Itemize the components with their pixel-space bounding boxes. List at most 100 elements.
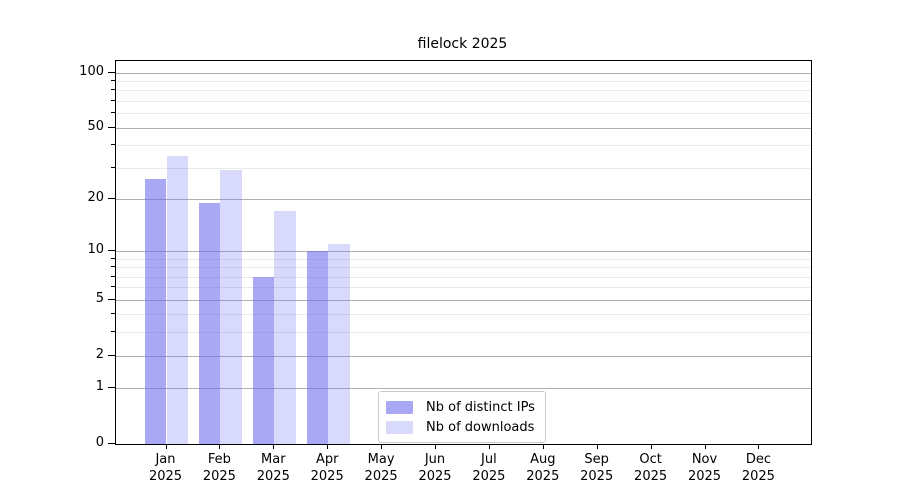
gridline-major <box>116 198 811 200</box>
y-minor-tick-mark <box>111 286 115 288</box>
x-tick-mark <box>327 444 329 449</box>
x-tick-month: Nov <box>691 452 718 467</box>
x-tick-month: Jul <box>481 452 497 467</box>
y-tick-mark <box>108 354 115 356</box>
x-tick-label: Nov 2025 <box>673 451 737 485</box>
gridline-major <box>116 299 811 301</box>
bar-downloads <box>274 211 296 444</box>
y-tick-mark <box>108 387 115 389</box>
x-tick-year: 2025 <box>310 469 344 484</box>
bar-distinct-ips <box>144 178 167 444</box>
x-tick-mark <box>435 444 436 449</box>
gridline-minor <box>116 167 811 169</box>
gridline-minor <box>116 113 811 115</box>
y-minor-tick-mark <box>111 112 115 114</box>
x-tick-month: Sep <box>584 452 609 467</box>
legend-swatch <box>386 420 413 434</box>
legend-swatch <box>386 400 413 414</box>
plot-area <box>115 60 812 445</box>
y-tick-mark <box>108 443 115 444</box>
x-tick-label: Apr 2025 <box>295 451 359 485</box>
gridline-major <box>116 251 811 253</box>
y-tick-label: 1 <box>95 379 104 395</box>
x-tick-label: May 2025 <box>349 451 413 485</box>
x-tick-label: Oct 2025 <box>619 451 683 485</box>
x-tick-mark <box>758 444 760 449</box>
bar-distinct-ips <box>198 202 221 444</box>
legend-row: Nb of downloads <box>386 417 535 437</box>
legend-label: Nb of downloads <box>426 419 535 435</box>
legend-label: Nb of distinct IPs <box>426 399 535 415</box>
x-tick-month: Mar <box>261 452 286 467</box>
y-minor-tick-mark <box>111 313 115 315</box>
y-minor-tick-mark <box>111 275 115 277</box>
x-tick-year: 2025 <box>202 469 236 484</box>
x-tick-year: 2025 <box>148 469 183 484</box>
x-tick-year: 2025 <box>256 469 290 484</box>
x-tick-month: Jun <box>424 452 446 467</box>
gridline-minor <box>116 314 811 316</box>
y-minor-tick-mark <box>111 79 115 81</box>
x-tick-year: 2025 <box>472 469 506 484</box>
x-tick-year: 2025 <box>741 469 775 484</box>
legend: Nb of distinct IPs Nb of downloads <box>378 391 546 443</box>
x-tick-label: Aug 2025 <box>511 451 575 485</box>
y-minor-tick-mark <box>111 166 115 168</box>
x-tick-label: Mar 2025 <box>241 451 305 485</box>
x-tick-mark <box>273 444 275 449</box>
y-tick-mark <box>108 298 115 300</box>
gridline-minor <box>116 100 811 102</box>
y-tick-mark <box>108 126 115 128</box>
x-tick-mark <box>650 444 652 449</box>
x-tick-year: 2025 <box>634 469 668 484</box>
x-tick-label: Feb 2025 <box>187 451 251 485</box>
x-tick-year: 2025 <box>418 469 452 484</box>
x-tick-year: 2025 <box>687 469 722 484</box>
x-tick-mark <box>165 444 167 449</box>
y-tick-label: 50 <box>87 118 104 134</box>
x-tick-month: Oct <box>639 452 662 467</box>
legend-row: Nb of distinct IPs <box>386 397 535 417</box>
x-tick-label: Jan 2025 <box>134 451 198 485</box>
gridline-major <box>116 388 811 390</box>
y-tick-label: 5 <box>95 290 104 306</box>
x-tick-month: Aug <box>530 452 556 467</box>
y-minor-tick-mark <box>111 89 115 91</box>
y-tick-label: 100 <box>79 63 104 79</box>
y-minor-tick-mark <box>111 331 115 333</box>
gridline-minor <box>116 258 811 260</box>
x-tick-mark <box>542 444 544 449</box>
x-tick-mark <box>704 444 706 449</box>
y-tick-mark <box>108 250 115 252</box>
y-tick-label: 20 <box>87 189 104 205</box>
gridline-minor <box>116 276 811 278</box>
gridline-minor <box>116 287 811 289</box>
y-minor-tick-mark <box>111 144 115 146</box>
gridline-major <box>116 72 811 74</box>
y-minor-tick-mark <box>111 257 115 259</box>
x-tick-month: Feb <box>207 452 231 467</box>
x-tick-label: Sep 2025 <box>565 451 629 485</box>
y-tick-mark <box>108 71 115 73</box>
gridline-minor <box>116 90 811 92</box>
bar-downloads <box>166 155 189 444</box>
gridline-minor <box>116 80 811 82</box>
x-tick-label: Jul 2025 <box>457 451 521 485</box>
gridline-major <box>116 355 811 357</box>
bar-distinct-ips <box>252 276 275 444</box>
x-tick-mark <box>381 444 383 449</box>
chart-title: filelock 2025 <box>417 36 508 52</box>
x-tick-month: May <box>367 452 395 467</box>
x-tick-label: Jun 2025 <box>403 451 467 485</box>
bar-distinct-ips <box>306 251 329 444</box>
gridline-minor <box>116 145 811 147</box>
gridline-major <box>116 127 811 129</box>
y-minor-tick-mark <box>111 266 115 268</box>
x-tick-year: 2025 <box>364 469 398 484</box>
y-tick-label: 0 <box>95 435 104 450</box>
x-tick-month: Dec <box>745 452 771 467</box>
gridline-minor <box>116 332 811 334</box>
x-tick-mark <box>596 444 598 449</box>
y-tick-label: 2 <box>95 346 104 362</box>
